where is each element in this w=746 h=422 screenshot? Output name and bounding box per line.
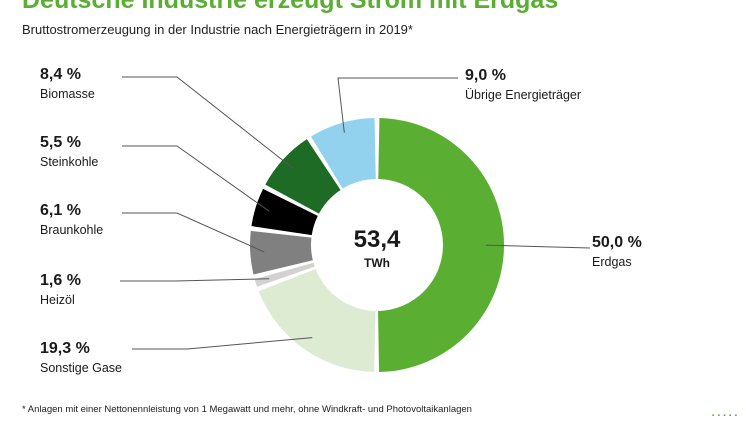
value-label-sonstige-gase: 19,3 % bbox=[40, 340, 90, 357]
leader-line-biomasse bbox=[122, 76, 294, 170]
slice-sonstige-gase bbox=[258, 269, 376, 372]
leader-line-braunkohle bbox=[122, 212, 265, 253]
slice-übrige-energieträger bbox=[310, 118, 376, 189]
category-label-sonstige-gase: Sonstige Gase bbox=[40, 361, 122, 375]
leader-line-steinkohle bbox=[122, 145, 270, 212]
value-label-braunkohle: 6,1 % bbox=[40, 202, 81, 219]
footnote: * Anlagen mit einer Nettonennleistung vo… bbox=[22, 404, 472, 415]
slice-heizöl bbox=[254, 262, 315, 287]
value-label-steinkohle: 5,5 % bbox=[40, 134, 81, 151]
leader-line-sonstige-gase bbox=[132, 337, 313, 350]
chart-title: Deutsche Industrie erzeugt Strom mit Erd… bbox=[22, 0, 559, 14]
slice-biomasse bbox=[265, 139, 341, 214]
slice-braunkohle bbox=[250, 230, 313, 275]
leader-line-erdgas bbox=[485, 244, 591, 249]
category-label-erdgas: Erdgas bbox=[592, 255, 632, 269]
value-label-erdgas: 50,0 % bbox=[592, 234, 642, 251]
brand-mark: ····· bbox=[711, 410, 740, 422]
center-total-value: 53,4 bbox=[354, 226, 401, 253]
value-label-heizöl: 1,6 % bbox=[40, 272, 81, 289]
value-label-übrige-energieträger: 9,0 % bbox=[465, 67, 506, 84]
center-total-unit: TWh bbox=[364, 256, 390, 270]
slice-steinkohle bbox=[251, 188, 318, 236]
category-label-steinkohle: Steinkohle bbox=[40, 155, 98, 169]
category-label-braunkohle: Braunkohle bbox=[40, 223, 103, 237]
category-label-biomasse: Biomasse bbox=[40, 87, 95, 101]
value-label-biomasse: 8,4 % bbox=[40, 66, 81, 83]
leader-line-heizöl bbox=[120, 278, 270, 282]
chart-subtitle: Bruttostromerzeugung in der Industrie na… bbox=[22, 22, 413, 37]
slice-erdgas bbox=[378, 118, 505, 372]
category-label-übrige-energieträger: Übrige Energieträger bbox=[465, 88, 581, 102]
category-label-heizöl: Heizöl bbox=[40, 293, 75, 307]
leader-line-übrige-energieträger bbox=[337, 77, 458, 133]
